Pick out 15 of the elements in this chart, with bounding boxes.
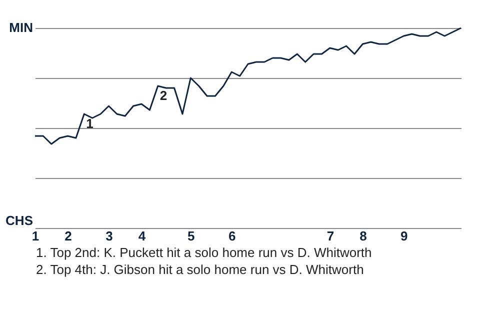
text: MIN xyxy=(9,20,33,35)
x-tick-label: 4 xyxy=(138,228,146,244)
x-tick-label: 5 xyxy=(188,228,195,244)
x-tick-label: 8 xyxy=(360,228,367,244)
x-tick-label: 6 xyxy=(228,228,236,244)
x-tick-label: 9 xyxy=(400,228,408,244)
text: 2. Top 4th: J. Gibson hit a solo home run vs D. Whitworth xyxy=(36,262,364,277)
x-tick-label: 2 xyxy=(64,228,72,244)
x-tick-label: 1 xyxy=(32,228,40,244)
text: CHS xyxy=(6,213,34,228)
x-tick-label: 3 xyxy=(106,228,113,244)
annotation: 2 xyxy=(160,88,168,103)
x-tick-label: 7 xyxy=(326,228,334,244)
annotation: 1 xyxy=(86,116,94,131)
text: 1. Top 2nd: K. Puckett hit a solo home run vs D. Whitworth xyxy=(36,245,372,260)
